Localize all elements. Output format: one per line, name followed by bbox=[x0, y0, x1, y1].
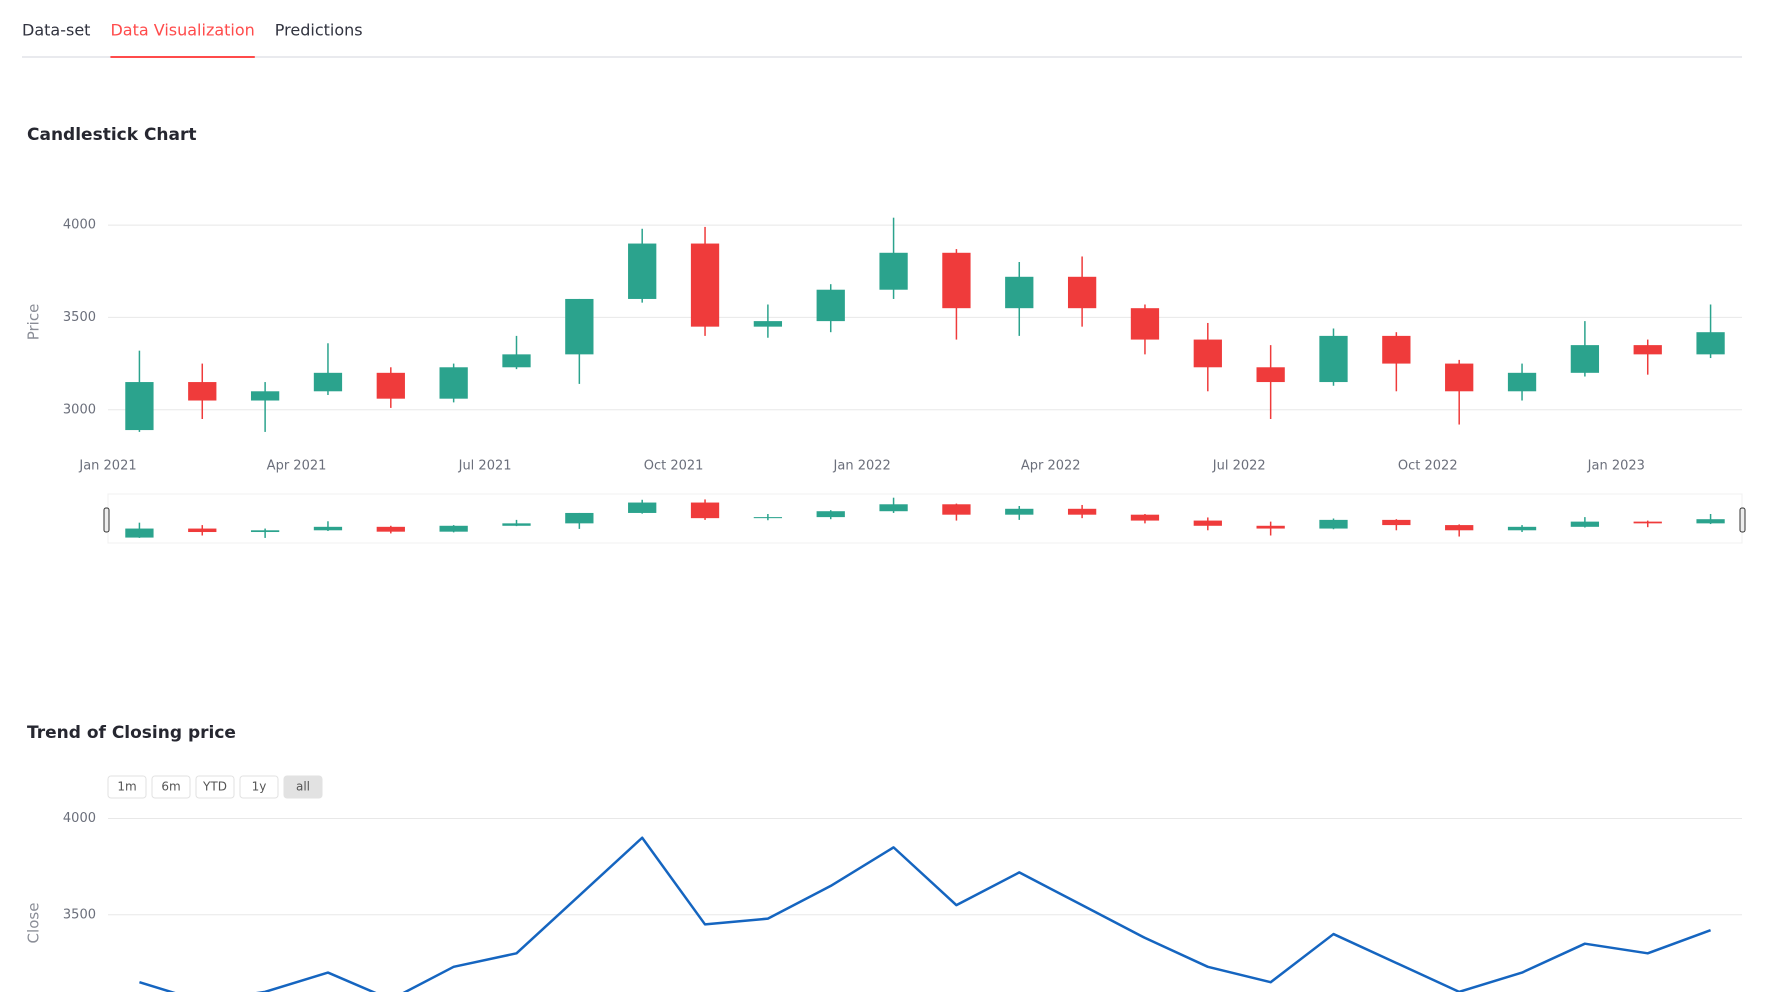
slider-candle-body bbox=[1382, 519, 1411, 526]
slider-candle-body bbox=[816, 511, 845, 518]
candle-body bbox=[188, 382, 217, 401]
candle-body bbox=[1507, 372, 1537, 392]
candle-body bbox=[125, 382, 154, 431]
chart-title: Trend of Closing price bbox=[27, 723, 236, 743]
candle-body bbox=[1696, 332, 1725, 355]
candle-body bbox=[565, 298, 594, 355]
chart-title: Candlestick Chart bbox=[27, 125, 197, 145]
candle-body bbox=[1130, 308, 1160, 340]
candle-body bbox=[816, 289, 845, 322]
close-line bbox=[139, 836, 1712, 992]
candle-body bbox=[439, 367, 468, 399]
slider-candle-body bbox=[502, 523, 531, 526]
candle-body bbox=[1633, 345, 1662, 355]
x-tick-label: Jan 2023 bbox=[1587, 459, 1645, 474]
range-button[interactable] bbox=[151, 775, 191, 799]
slider-candle-body bbox=[879, 504, 908, 512]
y-tick-label: 3000 bbox=[63, 402, 96, 417]
x-tick-label: Oct 2022 bbox=[1398, 459, 1458, 474]
x-tick-label: Jan 2021 bbox=[78, 459, 136, 474]
candle-body bbox=[502, 354, 531, 368]
x-tick-label: Jan 2022 bbox=[833, 459, 891, 474]
candle-body bbox=[1319, 335, 1348, 383]
y-tick-label: 4000 bbox=[63, 811, 96, 826]
range-button-label[interactable]: 1m bbox=[117, 780, 136, 794]
slider-candle-body bbox=[1256, 525, 1285, 529]
slider-candle-body bbox=[1193, 520, 1222, 526]
candle-body bbox=[690, 243, 720, 327]
slider-candle-body bbox=[942, 504, 971, 515]
candle-body bbox=[753, 321, 783, 327]
tab[interactable]: Predictions bbox=[275, 21, 363, 40]
slider-candle-body bbox=[1067, 508, 1097, 515]
tab[interactable]: Data Visualization bbox=[110, 21, 254, 40]
slider-candle-body bbox=[753, 517, 783, 519]
candle-body bbox=[1445, 363, 1474, 392]
y-tick-label: 3500 bbox=[63, 907, 96, 922]
slider-candle-body bbox=[1507, 526, 1537, 531]
range-slider[interactable] bbox=[107, 493, 1743, 544]
range-button[interactable] bbox=[239, 775, 279, 799]
slider-candle-body bbox=[376, 526, 405, 532]
slider-candle-body bbox=[125, 528, 154, 538]
candle-body bbox=[942, 252, 971, 309]
range-button[interactable] bbox=[107, 775, 147, 799]
slider-candle-body bbox=[313, 526, 343, 531]
x-tick-label: Apr 2021 bbox=[267, 459, 327, 474]
range-button[interactable] bbox=[283, 775, 323, 799]
slider-candle-body bbox=[628, 502, 657, 513]
range-handle[interactable] bbox=[1739, 507, 1746, 533]
x-tick-label: Oct 2021 bbox=[644, 459, 704, 474]
candle-body bbox=[1193, 339, 1222, 368]
x-tick-label: Jul 2022 bbox=[1212, 459, 1266, 474]
candle-body bbox=[250, 391, 280, 401]
tab[interactable]: Data-set bbox=[22, 21, 90, 40]
range-button[interactable] bbox=[195, 775, 235, 799]
slider-candle-body bbox=[565, 512, 594, 524]
candle-body bbox=[628, 243, 657, 299]
range-button-label[interactable]: all bbox=[296, 780, 310, 794]
y-tick-label: 3500 bbox=[63, 310, 96, 325]
slider-candle-body bbox=[1696, 519, 1725, 524]
candle-body bbox=[1570, 345, 1600, 373]
slider-candle-body bbox=[690, 502, 720, 519]
candle-body bbox=[1256, 367, 1285, 383]
slider-candle-body bbox=[1005, 508, 1034, 515]
slider-candle-body bbox=[1633, 521, 1662, 524]
range-handle[interactable] bbox=[103, 507, 110, 533]
candle-body bbox=[879, 252, 908, 290]
slider-candle-body bbox=[188, 528, 217, 533]
slider-candle-body bbox=[1570, 521, 1600, 527]
slider-candle-body bbox=[1445, 525, 1474, 531]
range-button-label[interactable]: 1y bbox=[252, 780, 267, 794]
range-button-label[interactable]: 6m bbox=[161, 780, 180, 794]
x-tick-label: Apr 2022 bbox=[1021, 459, 1081, 474]
slider-candle-body bbox=[1130, 514, 1160, 521]
range-button-label[interactable]: YTD bbox=[202, 780, 227, 794]
candle-body bbox=[313, 372, 343, 392]
y-axis-title: Price bbox=[25, 304, 43, 341]
candle-body bbox=[1382, 335, 1411, 364]
candle-body bbox=[376, 372, 405, 399]
y-axis-title: Close bbox=[25, 903, 43, 944]
y-tick-label: 4000 bbox=[63, 218, 96, 233]
slider-candle-body bbox=[439, 525, 468, 532]
slider-candle-body bbox=[1319, 519, 1348, 529]
x-tick-label: Jul 2021 bbox=[458, 459, 512, 474]
slider-candle-body bbox=[250, 530, 280, 533]
candle-body bbox=[1067, 276, 1097, 309]
candle-body bbox=[1005, 276, 1034, 309]
